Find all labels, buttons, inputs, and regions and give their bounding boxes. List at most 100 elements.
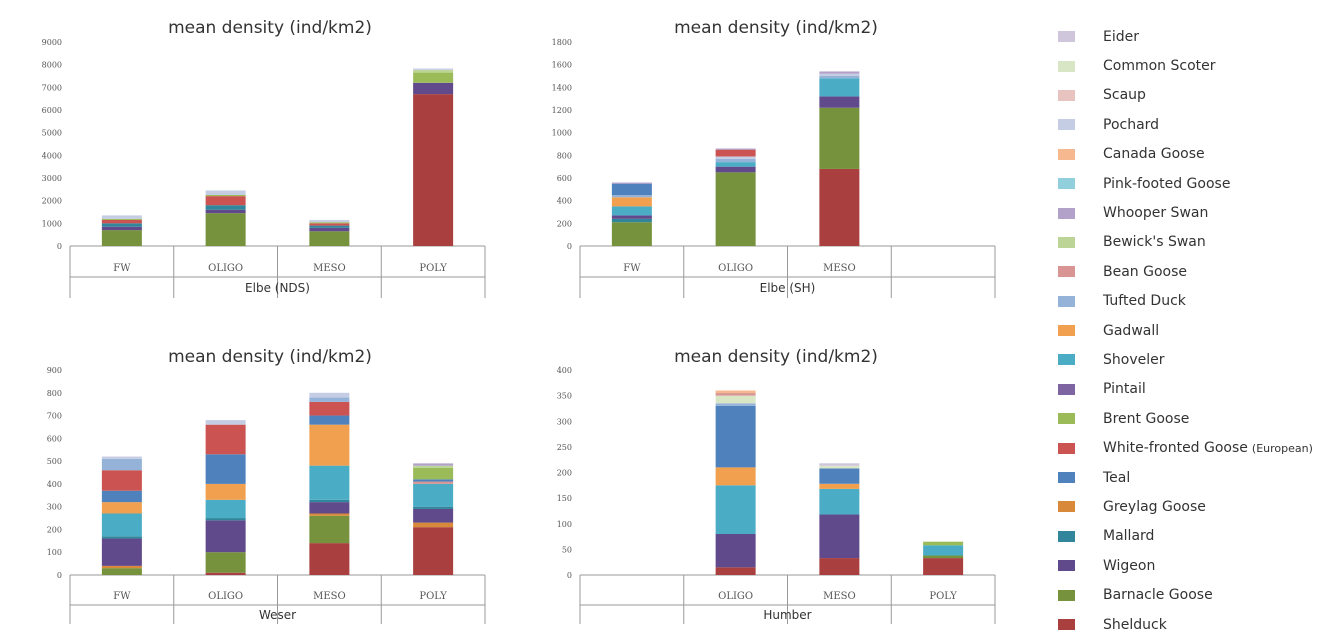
bar-segment [309, 392, 350, 398]
legend-swatch [1058, 354, 1075, 366]
bar-segment [101, 470, 142, 491]
legend-label: Brent Goose [1103, 411, 1189, 427]
y-tick-label: 6000 [42, 106, 62, 115]
category-label: OLIGO [208, 263, 243, 274]
legend-label: Eider [1103, 29, 1139, 45]
x-axis-label: Weser [259, 608, 296, 622]
legend-label: Pink-footed Goose [1103, 176, 1230, 192]
legend-swatch [1058, 89, 1075, 101]
category-label: POLY [929, 591, 957, 602]
bar-segment [715, 405, 756, 468]
y-tick-label: 1800 [552, 38, 572, 47]
legend-label: Canada Goose [1103, 146, 1205, 162]
legend-label-text: Barnacle Goose [1103, 587, 1213, 604]
legend-item: Canada Goose [1058, 140, 1313, 169]
legend-item: Common Scoter [1058, 51, 1313, 80]
bar-segment [715, 567, 756, 575]
category-label: OLIGO [718, 591, 753, 602]
legend-item: Pink-footed Goose [1058, 169, 1313, 198]
legend-label-text: Bean Goose [1103, 263, 1188, 280]
bar-segment [205, 196, 246, 206]
legend-label-text: Common Scoter [1103, 58, 1216, 75]
y-tick-label: 200 [557, 219, 572, 228]
bar-segment [101, 565, 142, 569]
y-tick-label: 2000 [42, 197, 62, 206]
bar-segment [819, 514, 860, 559]
bar-segment [923, 558, 964, 575]
category-label: POLY [419, 263, 447, 274]
legend-label-text: Brent Goose [1103, 410, 1190, 427]
bar-segment [819, 76, 860, 79]
bar-segment [205, 195, 246, 197]
legend-label: Teal [1103, 470, 1130, 486]
legend-swatch [1058, 530, 1075, 542]
bar-segment [819, 483, 860, 489]
bar-segment [309, 219, 350, 223]
bar-segment [413, 463, 454, 466]
bar-segment [309, 543, 350, 575]
bar-segment [101, 536, 142, 539]
x-axis-label: Humber [763, 608, 811, 622]
y-tick-label: 0 [567, 242, 572, 251]
bar-segment [205, 518, 246, 521]
bar-segment [413, 82, 454, 95]
y-tick-label: 800 [47, 389, 62, 398]
bar-segment [819, 71, 860, 74]
bar-segment [819, 168, 860, 246]
legend-swatch [1058, 589, 1075, 601]
bar-segment [101, 458, 142, 471]
legend-label: Barnacle Goose [1103, 587, 1213, 603]
y-tick-label: 0 [57, 242, 62, 251]
bar-segment [101, 218, 142, 220]
bar-segment [413, 483, 454, 507]
bar-segment [101, 502, 142, 514]
legend-label-text: Tufted Duck [1103, 293, 1186, 310]
legend-swatch [1058, 178, 1075, 190]
bar-segment [413, 506, 454, 509]
legend-swatch [1058, 236, 1075, 248]
y-tick-label: 200 [557, 469, 572, 478]
legend-label-text: Mallard [1103, 528, 1155, 545]
legend-label: Greylag Goose [1103, 499, 1206, 515]
bar-segment [205, 520, 246, 553]
bar-segment [205, 209, 246, 214]
legend-label-text: Pochard [1103, 116, 1160, 133]
legend-label: Bean Goose [1103, 264, 1187, 280]
bar-segment [309, 227, 350, 232]
category-label: FW [113, 591, 131, 602]
y-tick-label: 600 [47, 434, 62, 443]
legend-item: Mallard [1058, 522, 1313, 551]
bar-segment [413, 481, 454, 484]
bar-segment [205, 572, 246, 575]
bar-segment [923, 555, 964, 559]
bar-segment [923, 541, 964, 546]
bar-segment [205, 213, 246, 246]
legend-label: Pochard [1103, 117, 1159, 133]
bar-segment [819, 73, 860, 76]
legend-item: Tufted Duck [1058, 287, 1313, 316]
y-tick-label: 1000 [552, 129, 572, 138]
y-tick-label: 600 [557, 174, 572, 183]
legend-swatch [1058, 413, 1075, 425]
legend-label: Shelduck [1103, 617, 1167, 633]
legend-label-text: Pintail [1103, 381, 1146, 398]
y-tick-label: 350 [557, 392, 572, 401]
chart-panel: mean density (ind/km2) 0 1000 2000 3000 4000 5… [42, 18, 486, 298]
legend-item: Scaup [1058, 81, 1313, 110]
legend-item: White-fronted Goose (European) [1058, 433, 1313, 462]
y-tick-label: 4000 [42, 151, 62, 160]
y-tick-label: 100 [47, 548, 62, 557]
bar-segment [101, 490, 142, 503]
bar-segment [413, 479, 454, 482]
bar-segment [101, 456, 142, 459]
legend-item: Pochard [1058, 110, 1313, 139]
y-tick-label: 3000 [42, 174, 62, 183]
y-tick-label: 400 [557, 366, 572, 375]
legend-label: Shoveler [1103, 352, 1164, 368]
bar-segment [413, 94, 454, 246]
bar-segment [715, 467, 756, 486]
bar-segment [715, 156, 756, 159]
bar-segment [309, 225, 350, 228]
bar-segment [413, 508, 454, 523]
bar-segment [819, 107, 860, 169]
